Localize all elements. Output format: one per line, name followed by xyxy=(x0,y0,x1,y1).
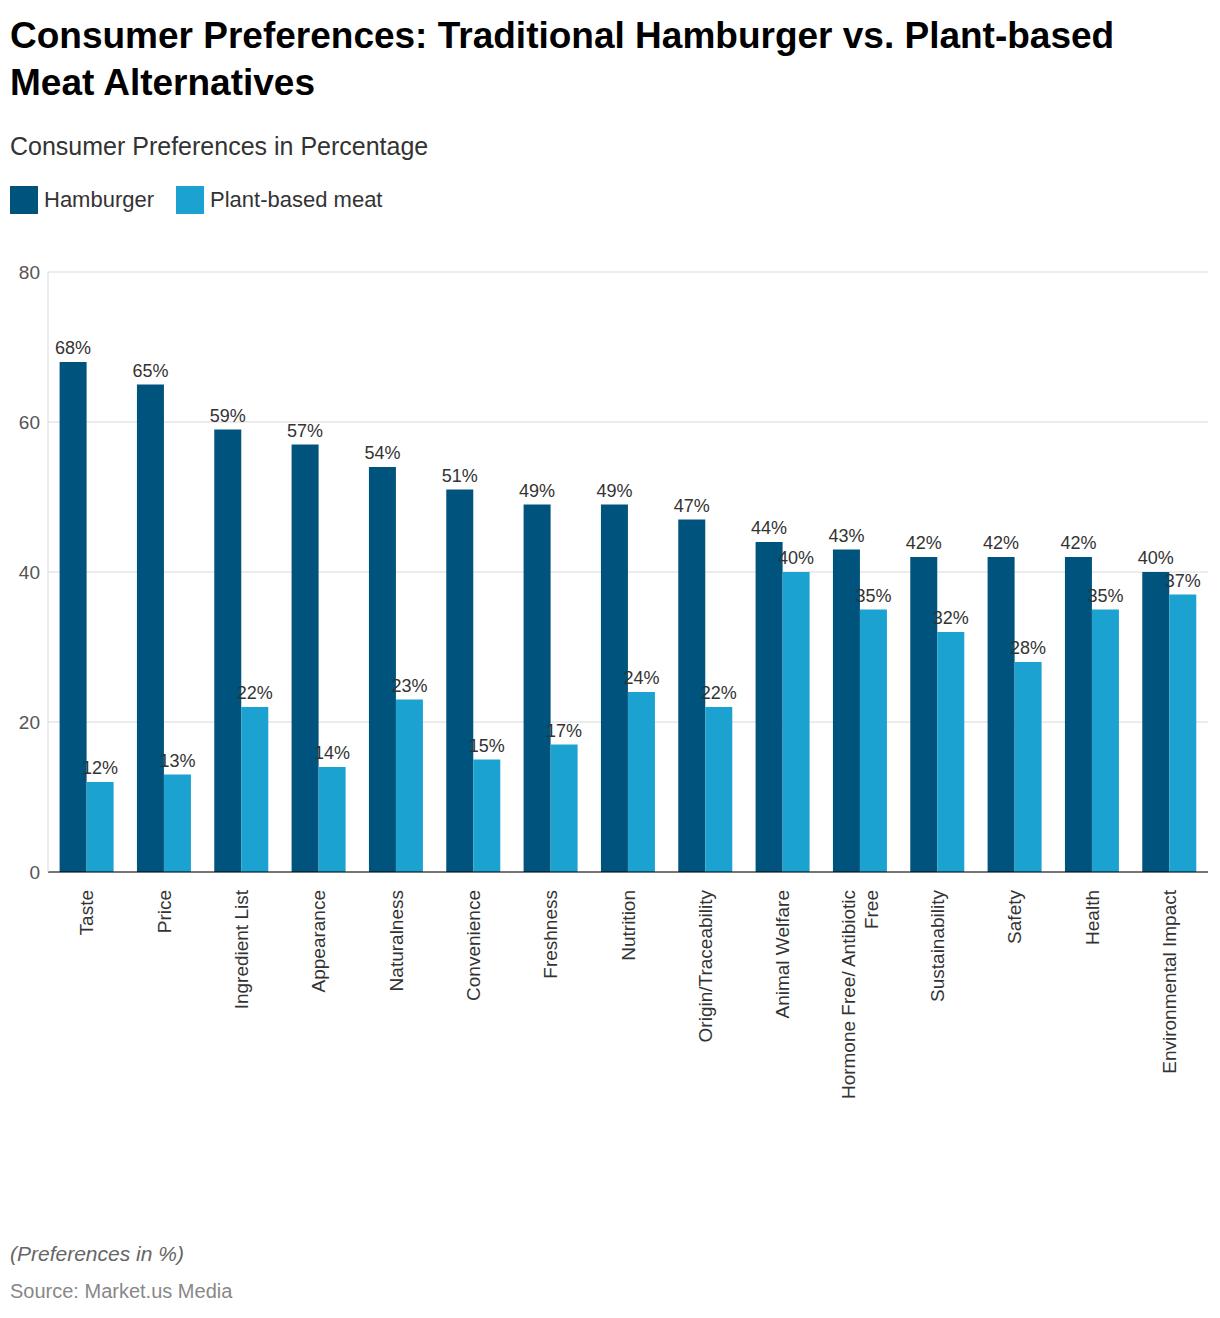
html-text:Source: Market.us Media: Source: Market.us Media xyxy=(10,1280,233,1302)
svg-text:Animal Welfare: Animal Welfare xyxy=(772,890,793,1018)
html-text:(Preferences in %): (Preferences in %) xyxy=(10,1242,184,1265)
svg-text:22%: 22% xyxy=(237,683,273,703)
svg-text:32%: 32% xyxy=(933,608,969,628)
svg-text:35%: 35% xyxy=(1087,586,1123,606)
svg-text:20: 20 xyxy=(19,712,40,733)
svg-text:14%: 14% xyxy=(314,743,350,763)
html-text:Hamburger: Hamburger xyxy=(44,187,154,212)
svg-text:37%: 37% xyxy=(1165,571,1201,591)
svg-text:23%: 23% xyxy=(391,676,427,696)
svg-text:49%: 49% xyxy=(519,481,555,501)
svg-text:Environmental Impact: Environmental Impact xyxy=(1159,889,1180,1073)
svg-text:47%: 47% xyxy=(674,496,710,516)
svg-text:13%: 13% xyxy=(159,751,195,771)
svg-text:54%: 54% xyxy=(364,443,400,463)
svg-text:22%: 22% xyxy=(701,683,737,703)
svg-text:Sustainability: Sustainability xyxy=(927,890,948,1002)
svg-text:0: 0 xyxy=(29,862,40,883)
svg-text:35%: 35% xyxy=(855,586,891,606)
svg-text:Ingredient List: Ingredient List xyxy=(231,889,252,1009)
svg-text:80: 80 xyxy=(19,262,40,283)
svg-text:65%: 65% xyxy=(132,361,168,381)
svg-text:59%: 59% xyxy=(210,406,246,426)
svg-text:Freshness: Freshness xyxy=(540,890,561,979)
svg-text:15%: 15% xyxy=(469,736,505,756)
svg-text:42%: 42% xyxy=(906,533,942,553)
svg-text:49%: 49% xyxy=(596,481,632,501)
svg-text:28%: 28% xyxy=(1010,638,1046,658)
svg-text:Convenience: Convenience xyxy=(463,890,484,1001)
svg-text:Health: Health xyxy=(1082,890,1103,945)
svg-text:42%: 42% xyxy=(983,533,1019,553)
svg-text:57%: 57% xyxy=(287,421,323,441)
svg-text:40%: 40% xyxy=(1138,548,1174,568)
svg-text:17%: 17% xyxy=(546,721,582,741)
svg-text:Safety: Safety xyxy=(1004,890,1025,944)
svg-text:Price: Price xyxy=(154,890,175,933)
svg-text:40%: 40% xyxy=(778,548,814,568)
svg-text:12%: 12% xyxy=(82,758,118,778)
svg-text:Appearance: Appearance xyxy=(308,890,329,992)
html-text:Plant-based meat: Plant-based meat xyxy=(210,187,383,212)
svg-text:60: 60 xyxy=(19,412,40,433)
svg-text:68%: 68% xyxy=(55,338,91,358)
svg-text:Naturalness: Naturalness xyxy=(386,890,407,991)
svg-text:43%: 43% xyxy=(828,526,864,546)
svg-text:42%: 42% xyxy=(1060,533,1096,553)
svg-text:Nutrition: Nutrition xyxy=(618,890,639,961)
svg-text:24%: 24% xyxy=(623,668,659,688)
svg-text:40: 40 xyxy=(19,562,40,583)
svg-text:Taste: Taste xyxy=(76,890,97,935)
svg-text:44%: 44% xyxy=(751,518,787,538)
html-text:Consumer Preferences in Percen: Consumer Preferences in Percentage xyxy=(10,132,429,160)
svg-text:Hormone Free/ AntibioticFree: Hormone Free/ AntibioticFree xyxy=(838,890,882,1099)
svg-text:51%: 51% xyxy=(442,466,478,486)
html-text:Consumer Preferences: Traditio: Consumer Preferences: Traditional Hambur… xyxy=(10,15,1115,103)
svg-text:Origin/Traceability: Origin/Traceability xyxy=(695,890,716,1043)
